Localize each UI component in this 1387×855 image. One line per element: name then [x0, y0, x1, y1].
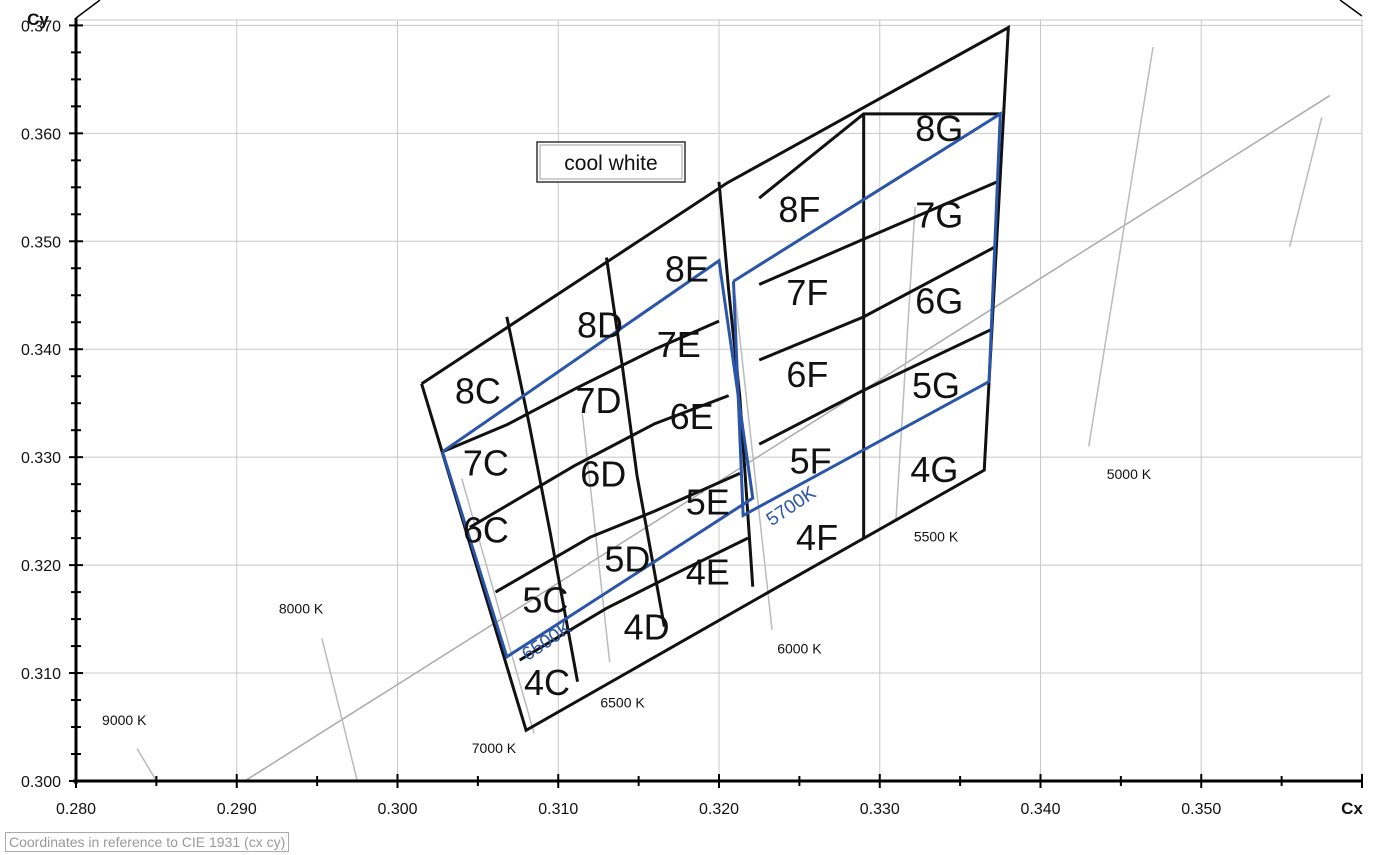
- region-label-text: cool white: [564, 152, 657, 175]
- region-label-box: [536, 141, 686, 183]
- isotherm-label: 6000 K: [777, 641, 822, 657]
- bin-label: 8C: [455, 370, 501, 411]
- x-tick-label: 0.300: [377, 801, 417, 818]
- bin-label: 5E: [686, 482, 730, 523]
- cct-zone-outline: [441, 258, 755, 660]
- y-tick-label: 0.300: [21, 774, 61, 791]
- y-tick-label: 0.340: [21, 342, 61, 359]
- bin-label: 7E: [657, 324, 701, 365]
- bin-label: 4E: [686, 552, 730, 593]
- isotherm-label: 5000 K: [1107, 466, 1152, 482]
- bin-grid-line: [604, 257, 666, 627]
- y-tick-label: 0.320: [21, 558, 61, 575]
- bin-outline: [420, 24, 1010, 733]
- bin-label: 6D: [580, 453, 626, 494]
- isotherm-line: [1288, 116, 1323, 247]
- x-tick-label: 0.280: [56, 801, 96, 818]
- isotherm-label: 5500 K: [914, 528, 959, 544]
- bin-label: 4C: [524, 662, 570, 703]
- planckian-locus: [244, 94, 1331, 782]
- bin-grid-line: [518, 536, 749, 662]
- isotherm-label: 6500 K: [600, 695, 645, 711]
- bin-label: 5C: [522, 580, 568, 621]
- isotherm-line: [734, 295, 773, 630]
- cct-zone-outline: [731, 111, 1002, 518]
- planckian-locus-line: [244, 94, 1331, 782]
- bin-label: 6E: [670, 396, 714, 437]
- coordinate-footnote: Coordinates in reference to CIE 1931 (cx…: [5, 832, 290, 852]
- cct-zone-label: 6500K: [518, 617, 576, 665]
- y-tick-label: 0.330: [21, 450, 61, 467]
- isotherm-line: [895, 206, 916, 522]
- bin-label: 7C: [463, 443, 509, 484]
- cct-zone-outlines: [441, 111, 1002, 660]
- bin-label: 4F: [796, 517, 838, 558]
- bin-grid-line: [469, 394, 730, 529]
- isotherm-line: [461, 478, 535, 734]
- bin-label: 6C: [463, 510, 509, 551]
- bin-label: 8E: [665, 248, 709, 289]
- y-tick-label: 0.350: [21, 234, 61, 251]
- bin-label: 6F: [786, 354, 828, 395]
- bin-label: 4G: [910, 449, 958, 490]
- bin-grid: [420, 24, 1010, 733]
- y-tick-label: 0.360: [21, 126, 61, 143]
- bin-grid-line: [505, 316, 580, 682]
- isotherm-line: [1087, 46, 1154, 447]
- y-axis-title: Cy: [27, 10, 49, 29]
- bin-grid-line: [717, 181, 755, 587]
- isotherm-label: 9000 K: [102, 712, 147, 728]
- bin-grid-line: [441, 319, 720, 454]
- bin-label: 5D: [604, 539, 650, 580]
- x-tick-label: 0.310: [538, 801, 578, 818]
- isotherm-line: [321, 638, 359, 782]
- x-tick-label: 0.290: [217, 801, 257, 818]
- x-axis-title: Cx: [1341, 799, 1363, 818]
- bin-label: 5F: [790, 440, 832, 481]
- chart-labels: 9000 K 8000 K 7000 K 6500 K 6000 K 5500 K 5000…: [21, 10, 1363, 818]
- x-tick-label: 0.330: [860, 801, 900, 818]
- bin-label: 8G: [915, 108, 963, 149]
- isotherm-line: [581, 413, 611, 663]
- isotherm-label: 8000 K: [279, 601, 324, 617]
- bin-label: 7D: [575, 380, 621, 421]
- bin-label: 7G: [915, 194, 963, 235]
- bin-label: 6G: [915, 281, 963, 322]
- x-tick-label: 0.340: [1020, 801, 1060, 818]
- x-tick-label: 0.350: [1181, 801, 1221, 818]
- axis-corner-right: [1339, 0, 1363, 17]
- axes: [69, 0, 1363, 788]
- isotherm-lines: [136, 46, 1323, 782]
- region-label-inner-border: [539, 144, 683, 180]
- bin-label: 7F: [786, 272, 828, 313]
- isotherm-line: [136, 748, 158, 782]
- bin-label: 4D: [624, 607, 670, 648]
- y-tick-label: 0.310: [21, 666, 61, 683]
- x-tick-label: 0.320: [699, 801, 739, 818]
- axis-corner-left: [75, 0, 101, 19]
- bin-label: 5G: [912, 365, 960, 406]
- bin-grid-line: [494, 471, 741, 594]
- y-tick-label: 0.370: [21, 18, 61, 35]
- isotherm-label: 7000 K: [472, 740, 517, 756]
- bin-label: 8D: [577, 304, 623, 345]
- grid: [76, 19, 1363, 781]
- bin-label: 8F: [778, 189, 820, 230]
